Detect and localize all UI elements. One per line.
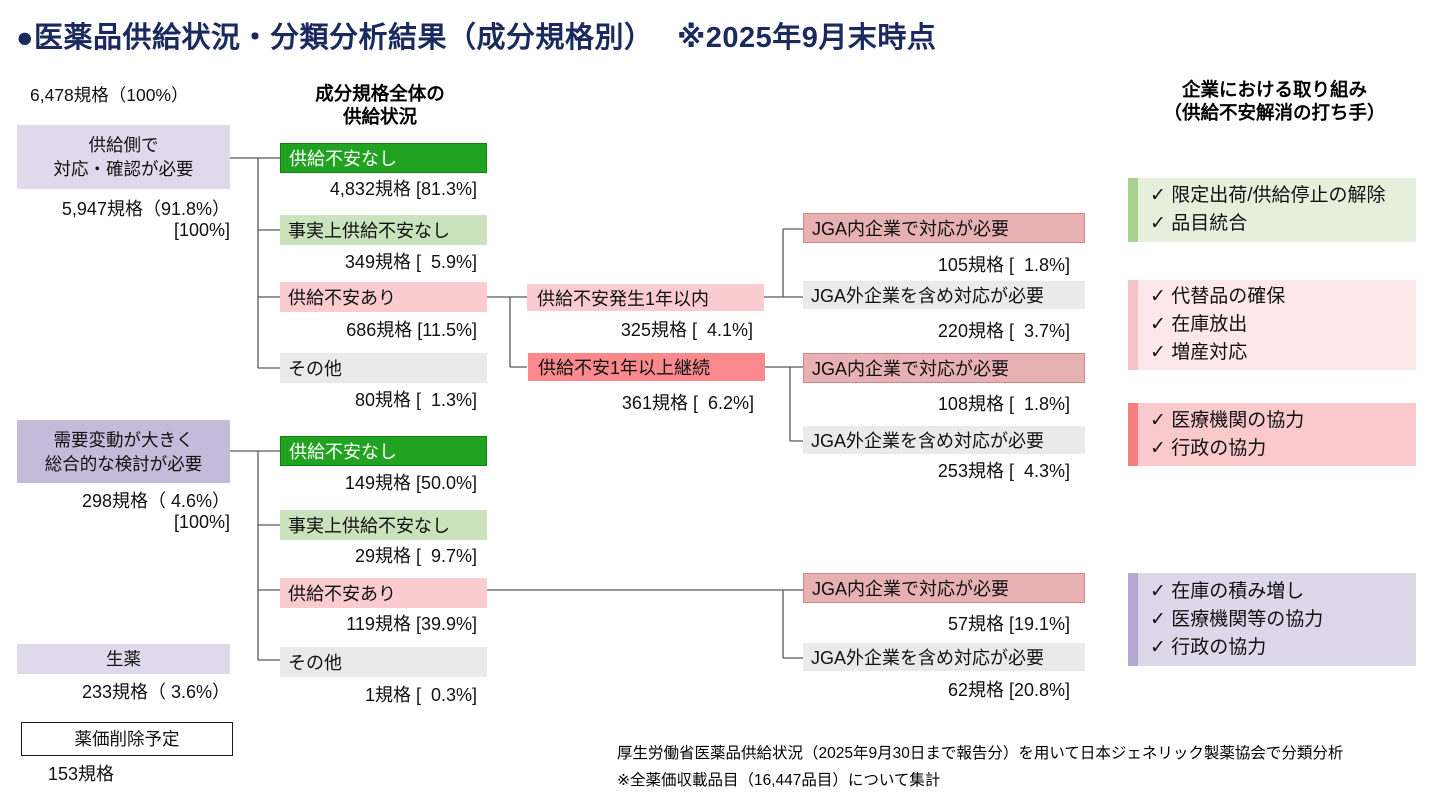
status-value-virtually-no-concern-2: 29規格 [ 9.7%] xyxy=(354,546,477,566)
left-box-price-delisting-label: 薬価削除予定 xyxy=(74,729,180,749)
status-box-no-concern-1: 供給不安なし xyxy=(280,143,487,173)
jga-label: JGA内企業で対応が必要 xyxy=(812,579,1010,599)
bracket-duration xyxy=(487,296,527,368)
status-label: その他 xyxy=(288,653,342,673)
left-box-crude-drugs-count: 233規格（ 3.6%） xyxy=(81,682,230,702)
left-box-demand-variation-count: 298規格（ 4.6%） xyxy=(81,491,230,511)
status-label: 供給不安なし xyxy=(289,149,397,169)
jga-value-external-2: 253規格 [ 4.3%] xyxy=(937,461,1070,481)
jga-value-internal-2: 108規格 [ 1.8%] xyxy=(937,394,1070,414)
footer-note-line: ※全薬価収載品目（16,447品目）について集計 xyxy=(617,772,941,789)
jga-value-internal-3: 57規格 [19.1%] xyxy=(947,614,1070,634)
jga-label: JGA内企業で対応が必要 xyxy=(812,219,1010,239)
footer-source-line: 厚生労働省医薬品供給状況（2025年9月30日まで報告分）を用いて日本ジェネリッ… xyxy=(617,745,1344,762)
page-title: ●医薬品供給状況・分類分析結果（成分規格別） ※2025年9月末時点 xyxy=(16,22,937,54)
overall-total: 6,478規格（100%） xyxy=(30,85,189,105)
status-box-no-concern-2: 供給不安なし xyxy=(280,436,487,466)
duration-value-within-1year: 325規格 [ 4.1%] xyxy=(620,320,753,340)
status-value-no-concern-2: 149規格 [50.0%] xyxy=(344,473,477,493)
initiative-box-green: ✓ 限定出荷/供給停止の解除 ✓ 品目統合 xyxy=(1128,178,1416,242)
initiative-item: ✓ 在庫放出 xyxy=(1150,314,1248,335)
left-box-crude-drugs: 生薬 xyxy=(17,644,230,674)
initiative-item: ✓ 代替品の確保 xyxy=(1150,286,1286,307)
jga-value-external-3: 62規格 [20.8%] xyxy=(947,680,1070,700)
bracket-jga-pair2 xyxy=(764,366,803,442)
bracket-jga-pair3 xyxy=(487,589,803,659)
duration-box-over-1year: 供給不安1年以上継続 xyxy=(528,353,765,381)
left-box-demand-variation-label: 需要変動が大きく 総合的な検討が必要 xyxy=(44,429,203,474)
jga-label: JGA外企業を含め対応が必要 xyxy=(811,648,1045,668)
status-value-other-1: 80規格 [ 1.3%] xyxy=(354,390,477,410)
bracket-jga-pair1 xyxy=(763,228,803,298)
status-value-concern-1: 686規格 [11.5%] xyxy=(346,320,477,340)
jga-box-internal-3: JGA内企業で対応が必要 xyxy=(803,573,1085,603)
status-box-concern-2: 供給不安あり xyxy=(280,578,487,608)
initiative-item: ✓ 行政の協力 xyxy=(1150,437,1267,459)
initiative-box-pink: ✓ 医療機関の協力 ✓ 行政の協力 xyxy=(1128,403,1416,466)
status-label: 事実上供給不安なし xyxy=(288,221,450,241)
column-header-supply-status: 成分規格全体の 供給状況 xyxy=(315,83,445,127)
jga-label: JGA内企業で対応が必要 xyxy=(812,359,1010,379)
initiative-box-purple: ✓ 在庫の積み増し ✓ 医療機関等の協力 ✓ 行政の協力 xyxy=(1128,573,1416,666)
status-label: 供給不安なし xyxy=(289,442,397,462)
initiative-item: ✓ 医療機関等の協力 xyxy=(1150,608,1324,630)
duration-label: 供給不安発生1年以内 xyxy=(537,288,710,309)
left-box-supply-side-label: 供給側で 対応・確認が必要 xyxy=(53,135,194,179)
left-box-crude-drugs-label: 生薬 xyxy=(106,649,141,669)
column-header-initiatives: 企業における取り組み （供給不安解消の打ち手） xyxy=(1163,79,1386,123)
jga-box-external-2: JGA外企業を含め対応が必要 xyxy=(803,426,1085,454)
initiative-item: ✓ 在庫の積み増し xyxy=(1150,580,1305,602)
left-box-supply-side-count: 5,947規格（91.8%） xyxy=(61,199,230,219)
duration-box-within-1year: 供給不安発生1年以内 xyxy=(527,284,764,311)
status-label: 供給不安あり xyxy=(288,584,396,604)
initiative-box-lightpink: ✓ 代替品の確保 ✓ 在庫放出 ✓ 増産対応 xyxy=(1128,280,1416,370)
duration-value-over-1year: 361規格 [ 6.2%] xyxy=(621,393,754,413)
jga-label: JGA外企業を含め対応が必要 xyxy=(811,431,1045,451)
initiative-item: ✓ 品目統合 xyxy=(1150,213,1248,234)
left-box-supply-side-share: [100%] xyxy=(173,220,230,240)
status-box-other-2: その他 xyxy=(280,647,487,677)
left-box-price-delisting-count: 153規格 xyxy=(48,764,115,784)
jga-box-external-1: JGA外企業を含め対応が必要 xyxy=(803,281,1085,309)
initiative-item: ✓ 増産対応 xyxy=(1150,342,1248,363)
status-value-no-concern-1: 4,832規格 [81.3%] xyxy=(329,179,477,199)
jga-label: JGA外企業を含め対応が必要 xyxy=(811,286,1045,306)
jga-box-internal-2: JGA内企業で対応が必要 xyxy=(803,353,1085,383)
duration-label: 供給不安1年以上継続 xyxy=(538,358,711,378)
left-box-demand-variation-share: [100%] xyxy=(173,512,230,532)
jga-box-external-3: JGA外企業を含め対応が必要 xyxy=(803,643,1085,671)
left-box-price-delisting: 薬価削除予定 xyxy=(21,722,233,756)
status-box-virtually-no-concern-1: 事実上供給不安なし xyxy=(280,215,487,245)
jga-box-internal-1: JGA内企業で対応が必要 xyxy=(803,213,1085,243)
initiative-item: ✓ 限定出荷/供給停止の解除 xyxy=(1150,185,1386,206)
left-box-demand-variation: 需要変動が大きく 総合的な検討が必要 xyxy=(17,420,230,483)
status-value-virtually-no-concern-1: 349規格 [ 5.9%] xyxy=(344,252,477,272)
initiative-item: ✓ 医療機関の協力 xyxy=(1150,409,1305,431)
left-box-supply-side: 供給側で 対応・確認が必要 xyxy=(17,125,230,189)
jga-value-internal-1: 105規格 [ 1.8%] xyxy=(937,255,1070,275)
status-value-other-2: 1規格 [ 0.3%] xyxy=(364,685,477,705)
status-label: 事実上供給不安なし xyxy=(288,516,450,536)
bracket-group2 xyxy=(230,450,280,661)
jga-value-external-1: 220規格 [ 3.7%] xyxy=(937,321,1070,341)
status-box-virtually-no-concern-2: 事実上供給不安なし xyxy=(280,510,487,540)
status-box-concern-1: 供給不安あり xyxy=(280,282,487,312)
status-value-concern-2: 119規格 [39.9%] xyxy=(346,614,477,634)
status-box-other-1: その他 xyxy=(280,353,487,383)
status-label: その他 xyxy=(288,359,342,379)
initiative-item: ✓ 行政の協力 xyxy=(1150,636,1267,658)
status-label: 供給不安あり xyxy=(288,288,396,308)
bracket-group1 xyxy=(230,157,280,369)
